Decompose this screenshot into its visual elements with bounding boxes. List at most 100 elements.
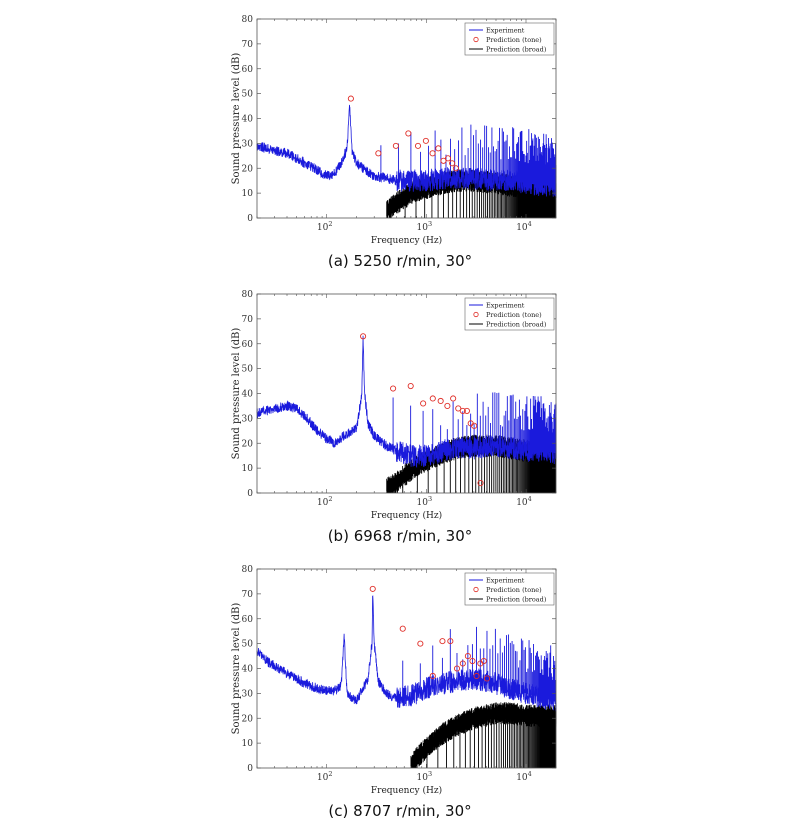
legend-label: Experiment <box>486 301 525 309</box>
tone-marker <box>473 672 480 680</box>
tone-marker <box>483 675 491 682</box>
y-tick-label: 60 <box>242 65 254 75</box>
caption-a: (a) 5250 r/min, 30° <box>327 252 473 270</box>
plot-area <box>256 569 557 768</box>
legend-label: Experiment <box>486 26 525 34</box>
panel-c: 0 10 20 30 40 50 60 70 80 102 103 104 Frequency (Hz)… <box>0 550 800 825</box>
series-experiment <box>256 335 557 468</box>
tone-marker <box>422 137 429 144</box>
tone-marker <box>399 625 406 632</box>
x-tick-label: 102 <box>317 495 333 508</box>
series-experiment <box>256 104 557 197</box>
y-tick-label: 20 <box>242 164 254 174</box>
y-tick-label: 80 <box>242 15 254 25</box>
x-tick-label: 102 <box>317 770 333 783</box>
legend-label: Prediction (tone) <box>486 36 542 44</box>
legend-label: Prediction (broad) <box>486 595 547 603</box>
spectrum-chart-c: 0 10 20 30 40 50 60 70 80 102 103 104 Frequency (Hz)… <box>231 565 557 796</box>
tone-marker <box>477 479 484 487</box>
tone-marker <box>452 165 459 172</box>
tone-marker <box>417 640 424 647</box>
x-tick-label: 104 <box>516 495 532 508</box>
legend: Experiment Prediction (tone)Prediction (b… <box>464 297 555 331</box>
x-tick-label: 103 <box>417 770 433 783</box>
tone-marker <box>463 407 470 414</box>
tone-marker <box>347 95 354 102</box>
tone-marker <box>444 155 452 162</box>
tone-marker <box>369 585 376 592</box>
caption-c: (c) 8707 r/min, 30° <box>328 802 472 820</box>
tone-marker <box>471 422 478 429</box>
y-tick-label: 0 <box>247 214 253 224</box>
y-tick-label: 10 <box>242 464 254 474</box>
series-experiment <box>256 595 557 712</box>
tone-marker <box>405 130 412 137</box>
panel-b: 0 10 20 30 40 50 60 70 80 102 103 104 Frequency (Hz)… <box>0 275 800 550</box>
y-tick-label: 50 <box>242 365 254 375</box>
y-tick-label: 70 <box>242 590 254 600</box>
tone-marker <box>459 407 466 414</box>
legend-label: Prediction (broad) <box>486 45 547 53</box>
x-tick-label: 103 <box>417 495 433 508</box>
tone-marker <box>459 660 466 667</box>
y-tick-label: 0 <box>247 489 253 499</box>
broad-notches <box>411 713 557 768</box>
legend-label: Prediction (broad) <box>486 320 547 328</box>
x-axis-title: Frequency (Hz) <box>371 785 442 796</box>
panel-a: 0 10 20 30 40 50 60 70 80 102 103 104 Frequency (Hz)… <box>0 0 800 275</box>
experiment-harmonics <box>380 124 557 186</box>
tone-marker <box>420 400 427 407</box>
legend-swatch <box>473 586 479 593</box>
y-tick-label: 30 <box>242 139 254 149</box>
x-tick-label: 102 <box>317 220 333 233</box>
x-axis: 102 103 104 <box>256 569 557 783</box>
legend-box <box>464 22 555 56</box>
y-axis-title: Sound pressure level (dB) <box>231 603 242 735</box>
y-tick-label: 80 <box>242 290 254 300</box>
tone-marker <box>450 395 457 402</box>
tone-marker <box>439 638 446 645</box>
y-tick-label: 70 <box>242 315 254 325</box>
experiment-trace <box>256 335 557 468</box>
y-tick-label: 50 <box>242 640 254 650</box>
legend-label: Prediction (tone) <box>486 586 542 594</box>
tone-marker <box>444 402 451 409</box>
tone-marker <box>469 657 476 665</box>
y-tick-label: 60 <box>242 340 254 350</box>
experiment-harmonics <box>402 626 556 701</box>
legend-box <box>464 572 555 606</box>
tone-marker <box>435 145 442 152</box>
x-tick-label: 104 <box>516 220 532 233</box>
tone-marker <box>429 672 436 680</box>
y-tick-label: 60 <box>242 615 254 625</box>
y-tick-label: 30 <box>242 414 254 424</box>
tone-marker <box>429 150 436 157</box>
tone-marker <box>447 638 454 645</box>
tone-marker <box>375 150 382 157</box>
y-tick-label: 10 <box>242 739 254 749</box>
y-axis: 0 10 20 30 40 50 60 70 80 <box>242 290 556 499</box>
legend: Experiment Prediction (tone)Prediction (b… <box>464 22 555 56</box>
series-prediction-tone <box>360 333 484 487</box>
legend-swatch <box>473 36 479 43</box>
legend-label: Prediction (tone) <box>486 311 542 319</box>
x-axis-title: Frequency (Hz) <box>371 235 442 246</box>
tone-marker <box>360 333 367 340</box>
y-tick-label: 20 <box>242 439 254 449</box>
series-prediction-broad <box>410 702 557 768</box>
tone-marker <box>440 157 447 164</box>
x-axis: 102 103 104 <box>256 19 557 233</box>
legend-swatch <box>473 311 479 318</box>
y-tick-label: 80 <box>242 565 254 575</box>
tone-marker <box>429 395 436 402</box>
caption-b: (b) 6968 r/min, 30° <box>327 527 473 545</box>
y-tick-label: 10 <box>242 189 254 199</box>
y-tick-label: 70 <box>242 40 254 50</box>
y-tick-label: 0 <box>247 764 253 774</box>
tone-marker <box>480 657 487 665</box>
y-tick-label: 20 <box>242 714 254 724</box>
tone-marker <box>449 160 456 167</box>
x-tick-label: 104 <box>516 770 532 783</box>
y-tick-label: 40 <box>242 665 254 675</box>
series-prediction-tone <box>369 585 491 682</box>
